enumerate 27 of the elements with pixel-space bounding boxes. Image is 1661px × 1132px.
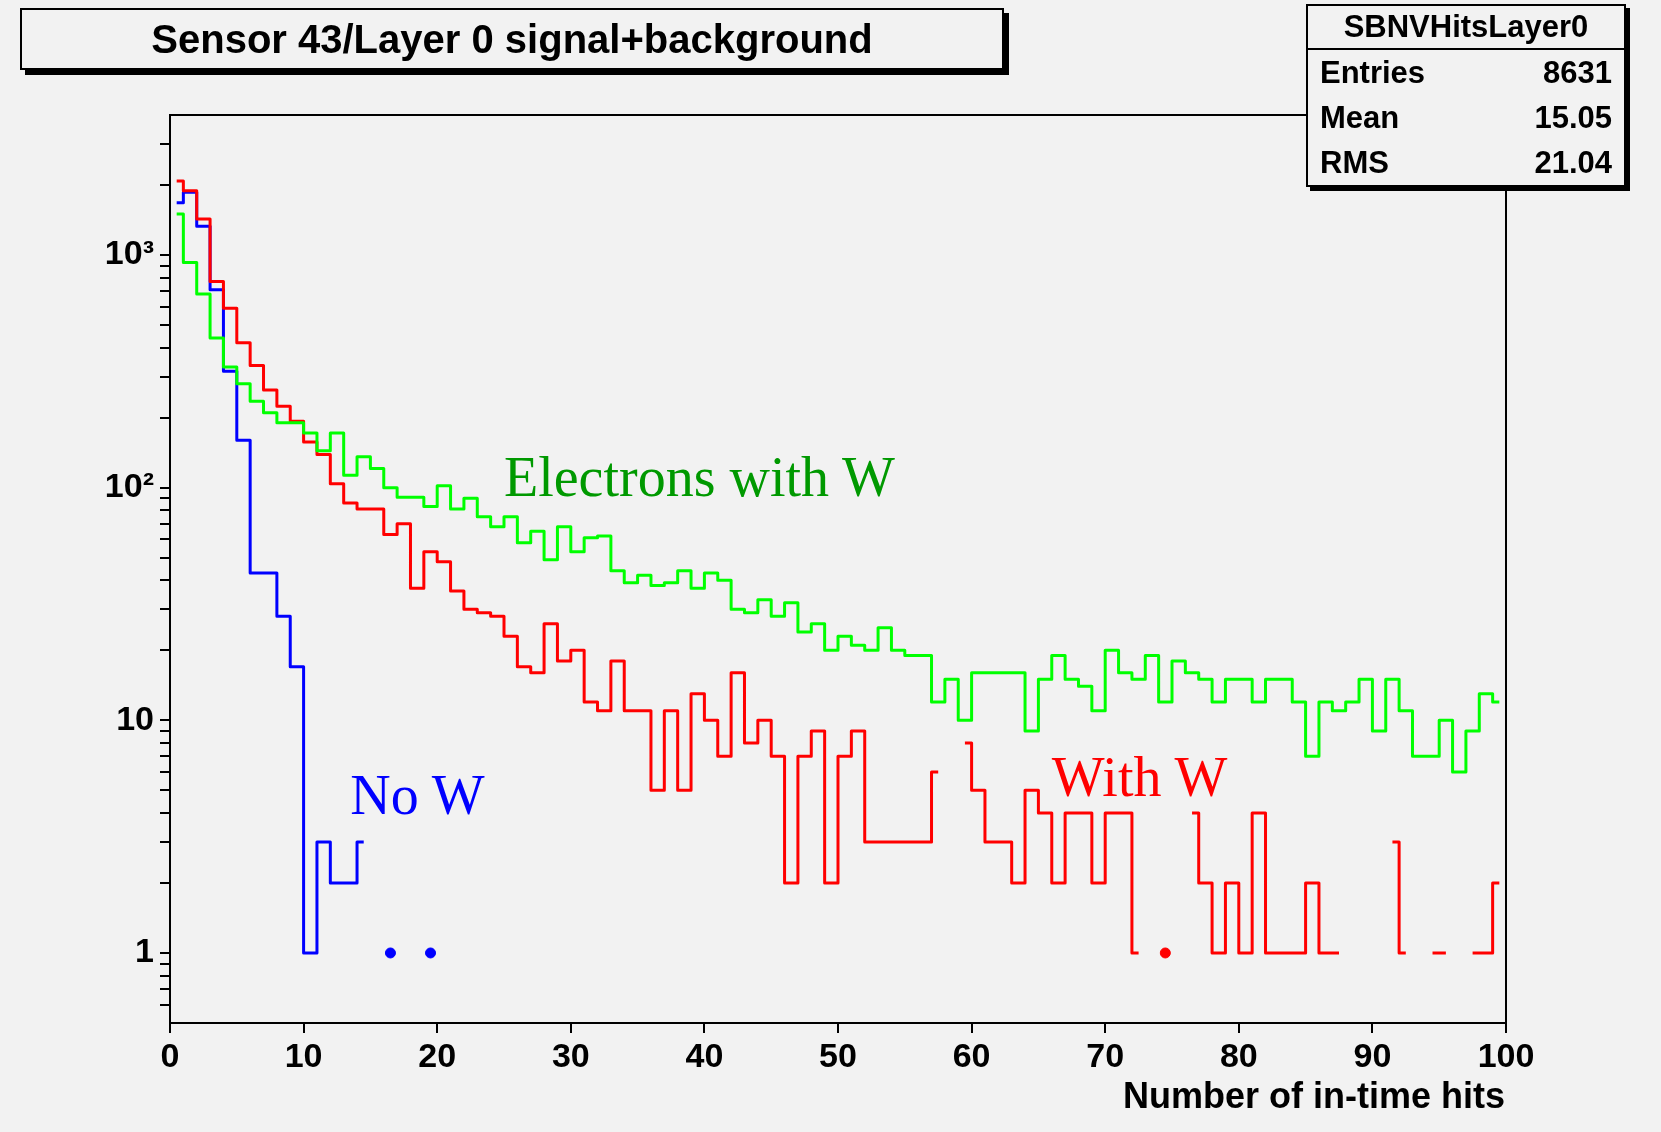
x-tick-label: 70 [1086, 1035, 1125, 1074]
text: 8631 [1543, 54, 1612, 92]
y-tick-label: 10³ [104, 233, 154, 272]
text: 21.04 [1534, 144, 1612, 182]
x-axis-title: Number of in-time hits [1122, 1075, 1505, 1117]
x-tick-label: 50 [819, 1035, 857, 1074]
series-label: No W [350, 764, 485, 827]
series-label: With W [1051, 746, 1228, 808]
chart-title: Sensor 43/Layer 0 signal+background [20, 8, 1004, 70]
x-tick-label: 60 [952, 1035, 991, 1074]
text: Entries [1320, 54, 1426, 92]
x-tick-label: 80 [1219, 1035, 1258, 1074]
annotation: Mean [1320, 99, 1400, 137]
text: SBNVHitsLayer0 [1308, 6, 1624, 50]
y-tick-label: 10² [104, 466, 154, 505]
x-tick-label: 100 [1477, 1035, 1535, 1074]
x-tick-label: 10 [284, 1035, 323, 1074]
y-tick-label: 1 [135, 931, 154, 970]
x-tick-label: 30 [551, 1035, 590, 1074]
series-label: Electrons with W [504, 446, 896, 509]
x-tick-label: 40 [685, 1035, 724, 1074]
x-tick-label: 90 [1353, 1035, 1392, 1074]
annotation: RMS [1320, 144, 1389, 182]
y-tick-label: 10 [116, 698, 154, 737]
x-tick-label: 20 [418, 1035, 457, 1074]
text: 15.05 [1534, 99, 1612, 137]
x-tick-label: 0 [160, 1035, 180, 1074]
